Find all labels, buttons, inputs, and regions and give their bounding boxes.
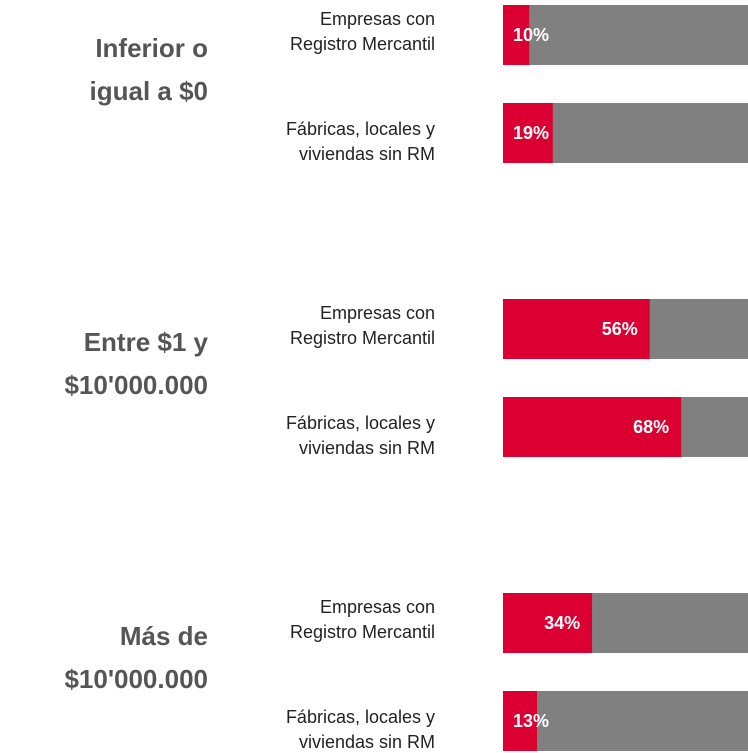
row-label: Fábricas, locales y	[286, 707, 435, 727]
group-label: igual a $0	[90, 76, 209, 106]
group-label: $10'000.000	[64, 370, 208, 400]
row-label: Empresas con	[320, 597, 435, 617]
row-label: Fábricas, locales y	[286, 413, 435, 433]
row-label: Empresas con	[320, 303, 435, 323]
group-label: Más de	[120, 621, 208, 651]
bar	[503, 103, 553, 163]
bar-track	[503, 691, 748, 751]
bar	[503, 397, 682, 457]
value-label: 13%	[513, 711, 549, 731]
bar	[503, 593, 593, 653]
row-label: Registro Mercantil	[290, 328, 435, 348]
row-label: viviendas sin RM	[299, 732, 435, 752]
row-label: Fábricas, locales y	[286, 119, 435, 139]
bar	[503, 5, 530, 65]
row-label: Registro Mercantil	[290, 34, 435, 54]
group-label: $10'000.000	[64, 664, 208, 694]
row-label: viviendas sin RM	[299, 144, 435, 164]
value-label: 19%	[513, 123, 549, 143]
bar	[503, 691, 538, 751]
value-label: 10%	[513, 25, 549, 45]
group-label: Entre $1 y	[84, 327, 209, 357]
row-label: Empresas con	[320, 9, 435, 29]
value-label: 56%	[602, 319, 638, 339]
row-label: Registro Mercantil	[290, 622, 435, 642]
bar-track	[503, 5, 748, 65]
value-label: 68%	[633, 417, 669, 437]
value-label: 34%	[544, 613, 580, 633]
row-label: viviendas sin RM	[299, 438, 435, 458]
group-label: Inferior o	[95, 33, 208, 63]
bar	[503, 299, 650, 359]
